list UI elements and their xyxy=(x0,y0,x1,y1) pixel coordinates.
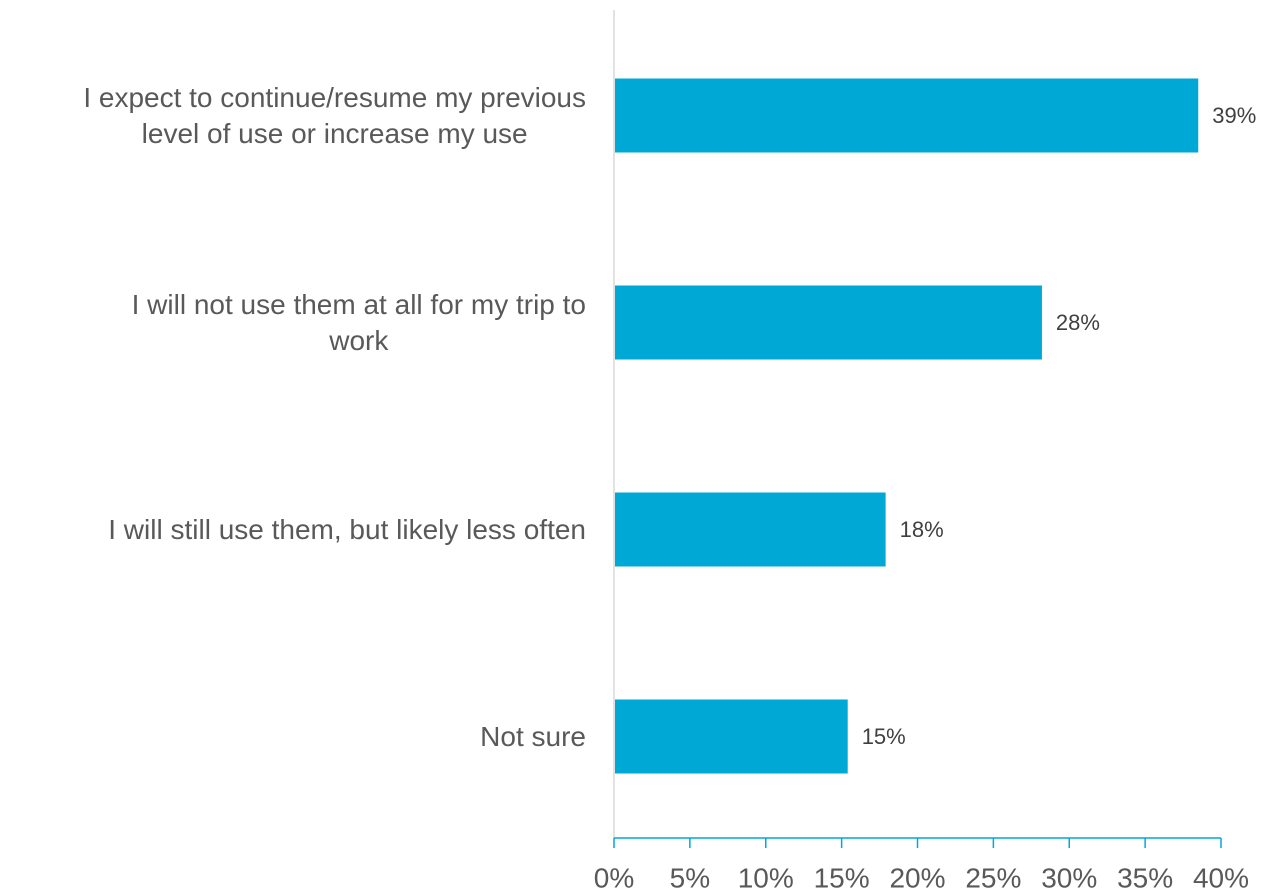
data-label-3: 15% xyxy=(862,724,906,749)
tick-label-6: 30% xyxy=(1041,863,1097,894)
bar-3 xyxy=(615,699,848,774)
tick-label-0: 0% xyxy=(594,863,634,894)
tick-label-5: 25% xyxy=(965,863,1021,894)
tick-label-3: 15% xyxy=(814,863,870,894)
bar-0 xyxy=(615,78,1199,153)
category-label-2: I will still use them, but likely less o… xyxy=(108,514,586,545)
tick-label-2: 10% xyxy=(738,863,794,894)
category-label-line: I will still use them, but likely less o… xyxy=(108,514,586,545)
category-label-1: I will not use them at all for my trip t… xyxy=(132,289,586,356)
category-label-line: I expect to continue/resume my previous xyxy=(83,82,586,113)
data-label-0: 39% xyxy=(1212,103,1256,128)
category-label-3: Not sure xyxy=(480,721,586,752)
tick-label-4: 20% xyxy=(889,863,945,894)
category-label-line: I will not use them at all for my trip t… xyxy=(132,289,586,320)
category-label-line: level of use or increase my use xyxy=(142,118,528,149)
tick-label-7: 35% xyxy=(1117,863,1173,894)
bar-1 xyxy=(615,285,1042,360)
bars-group xyxy=(615,78,1199,774)
labels-group: 39% I expect to continue/resume my previo… xyxy=(83,82,1256,752)
data-label-2: 18% xyxy=(900,517,944,542)
data-label-1: 28% xyxy=(1056,310,1100,335)
tick-label-1: 5% xyxy=(670,863,710,894)
category-label-0: I expect to continue/resume my previous l… xyxy=(83,82,586,149)
value-axis-ticks: 0% 5% 10% 15% 20% 25% 30% 35% 40% xyxy=(594,838,1249,894)
bar-2 xyxy=(615,492,886,567)
tick-label-8: 40% xyxy=(1193,863,1249,894)
category-label-line: Not sure xyxy=(480,721,586,752)
category-label-line: work xyxy=(328,325,389,356)
